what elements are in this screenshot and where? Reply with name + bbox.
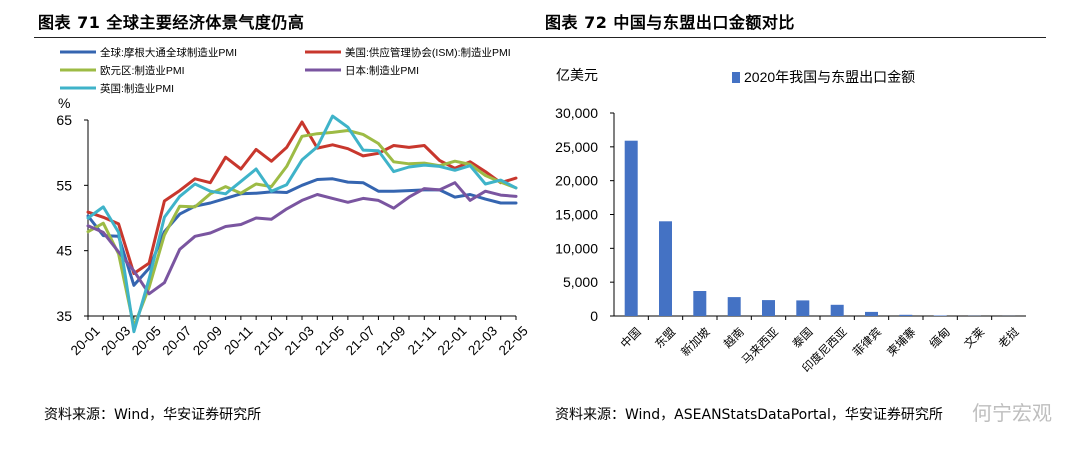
y-tick-label-3: 15,000	[555, 207, 598, 223]
x-tick-label-9: 21-07	[343, 323, 378, 358]
bar-8	[899, 314, 913, 316]
left-source-note: 资料来源：Wind，华安证券研究所	[44, 407, 262, 423]
bar-6	[830, 304, 844, 316]
bar-1	[659, 221, 672, 316]
x-tick-label-14: 22-05	[496, 323, 531, 358]
x-tick-label-10: 21-09	[373, 323, 408, 358]
bar-4	[762, 300, 775, 316]
x-tick-label-5: 20-11	[221, 323, 255, 357]
watermark-text: 何宁宏观	[972, 401, 1052, 425]
right-figure-title: 图表 72 中国与东盟出口金额对比	[545, 13, 795, 32]
y-tick-label-6: 30,000	[555, 105, 598, 121]
x-tick-label-3: 20-07	[159, 323, 194, 358]
legend-swatch-0	[732, 72, 740, 83]
category-label-9: 缅甸	[927, 325, 953, 351]
left-title-rule	[34, 37, 540, 38]
y-tick-label-2: 10,000	[555, 240, 598, 256]
category-label-11: 老挝	[995, 324, 1022, 351]
x-tick-label-7: 21-03	[282, 323, 317, 358]
x-tick-label-6: 21-01	[251, 323, 286, 358]
right-source-note: 资料来源：Wind，ASEANStatsDataPortal，华安证券研究所	[555, 407, 943, 423]
x-tick-label-0: 20-01	[68, 323, 103, 358]
y-axis-unit: %	[58, 95, 70, 111]
series-line-4	[86, 114, 518, 334]
series-line-1	[86, 120, 518, 275]
category-label-4: 马来西亚	[739, 325, 781, 367]
bar-0	[624, 140, 638, 316]
panel-left-pmi: 图表 71 全球主要经济体景气度仍高 全球:摩根大通全球制造业PMI 美国:供应管…	[34, 13, 540, 423]
x-tick-label-8: 21-05	[312, 323, 347, 358]
x-tick-label-1: 20-03	[98, 323, 133, 358]
series-line-3	[86, 181, 518, 296]
legend-label-0: 全球:摩根大通全球制造业PMI	[100, 46, 237, 59]
legend-label-3: 日本:制造业PMI	[345, 64, 419, 77]
category-label-3: 越南	[721, 325, 747, 351]
x-tick-label-12: 22-01	[435, 323, 470, 358]
x-tick-label-4: 20-09	[190, 323, 225, 358]
category-label-0: 中国	[618, 325, 643, 350]
legend-label-1: 美国:供应管理协会(ISM):制造业PMI	[345, 46, 511, 59]
y-tick-label-1: 5,000	[563, 274, 598, 290]
category-label-8: 柬埔寨	[884, 324, 919, 359]
y-tick-label-4: 20,000	[555, 173, 598, 189]
bar-5	[796, 300, 810, 316]
legend-label-4: 英国:制造业PMI	[100, 82, 174, 95]
y-tick-label-2: 55	[56, 177, 72, 193]
y-tick-label-0: 0	[590, 308, 598, 324]
category-label-10: 文莱	[961, 324, 988, 351]
legend-label-2: 欧元区:制造业PMI	[100, 64, 185, 77]
left-figure-title: 图表 71 全球主要经济体景气度仍高	[38, 13, 305, 32]
category-label-1: 东盟	[653, 325, 678, 350]
category-label-7: 菲律宾	[850, 325, 884, 359]
panel-right-exports: 图表 72 中国与东盟出口金额对比 亿美元 2020年我国与东盟出口金额 0 5,00…	[540, 0, 1080, 454]
y-tick-label-0: 35	[56, 308, 72, 324]
legend-label-0: 2020年我国与东盟出口金额	[744, 69, 915, 85]
bar-7	[865, 311, 878, 316]
x-tick-label-11: 21-11	[405, 323, 439, 357]
category-label-5: 泰国	[789, 325, 815, 351]
bar-3	[727, 297, 741, 316]
pmi-line-chart: 全球:摩根大通全球制造业PMI 美国:供应管理协会(ISM):制造业PMI 欧元区:…	[56, 46, 531, 358]
y-tick-label-1: 45	[56, 243, 72, 259]
y-axis-unit: 亿美元	[556, 67, 598, 83]
right-title-rule	[540, 37, 1046, 38]
exports-bar-chart: 亿美元 2020年我国与东盟出口金额 0 5,000 10,000 15,000 20,00…	[555, 67, 1026, 375]
x-tick-label-13: 22-03	[465, 323, 500, 358]
category-label-2: 新加坡	[678, 324, 713, 359]
series-line-2	[86, 129, 518, 328]
y-tick-label-3: 65	[56, 112, 72, 128]
bar-2	[693, 291, 707, 316]
bar-9	[933, 315, 947, 316]
y-tick-label-5: 25,000	[555, 139, 598, 155]
